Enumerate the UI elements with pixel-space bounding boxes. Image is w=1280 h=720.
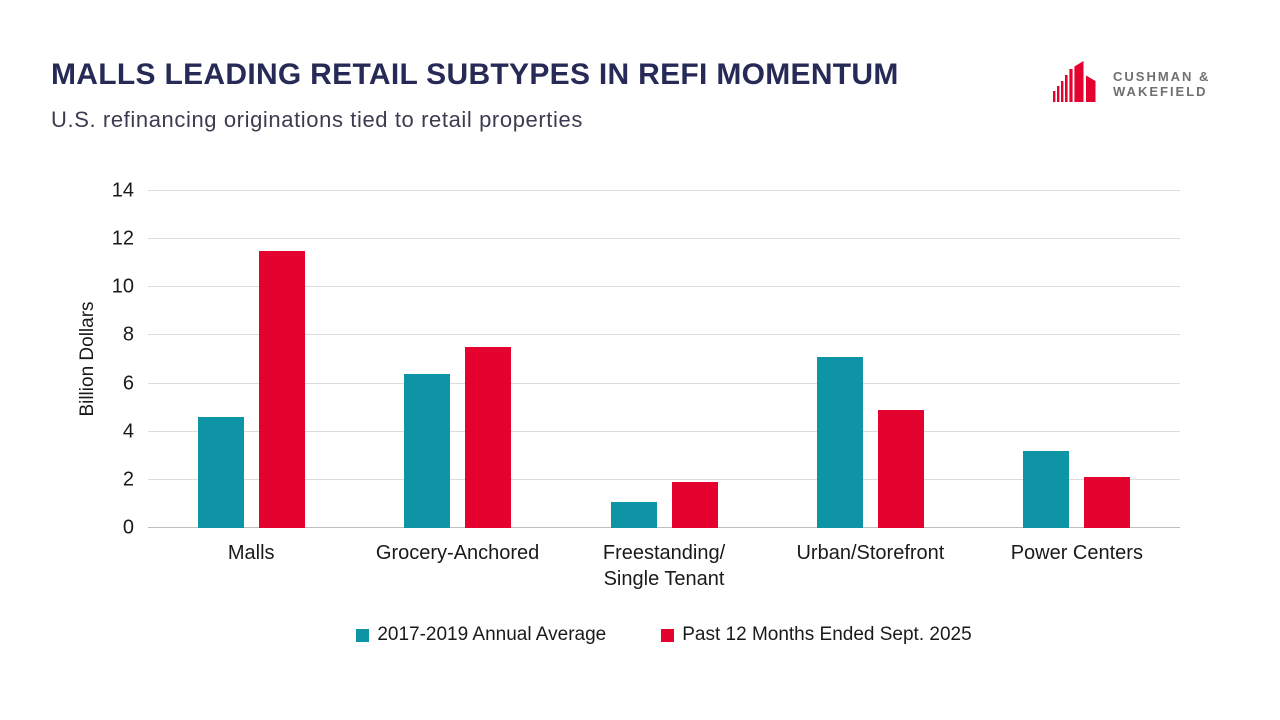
bar-group-3 <box>767 191 973 528</box>
x-label-category4: Power Centers <box>1010 542 1143 564</box>
legend-label-series2: Past 12 Months Ended Sept. 2025 <box>682 624 972 645</box>
y-axis-title: Billion Dollars <box>77 301 98 417</box>
legend-swatch-icon-series1 <box>356 628 370 642</box>
y-tick-label-12: 12 <box>111 227 134 250</box>
company-logo: CUSHMAN & WAKEFIELD <box>1053 60 1210 107</box>
y-tick-label-4: 4 <box>122 420 134 443</box>
cushman-wakefield-building-icon <box>1053 60 1103 107</box>
bar-group-1 <box>354 191 560 528</box>
bar-series2-category4 <box>1084 477 1131 528</box>
bar-groups <box>148 191 1180 528</box>
x-label-category0: Malls <box>227 542 275 564</box>
bar-series2-category0 <box>258 251 305 528</box>
y-tick-label-10: 10 <box>111 275 134 298</box>
y-tick-label-0: 0 <box>122 516 134 539</box>
chart-legend: 2017-2019 Annual Average Past 12 Months E… <box>148 624 1180 646</box>
x-label-category3: Urban/Storefront <box>796 542 945 564</box>
legend-label-series1: 2017-2019 Annual Average <box>377 624 607 645</box>
y-tick-label-8: 8 <box>122 323 134 346</box>
gridline-4 <box>148 430 1180 432</box>
bar-series2-category1 <box>465 347 512 528</box>
gridline-0 <box>148 527 1180 528</box>
gridline-12 <box>148 238 1180 240</box>
page-title: MALLS LEADING RETAIL SUBTYPES IN REFI MO… <box>51 58 899 91</box>
x-label-category1: Grocery-Anchored <box>375 542 540 564</box>
legend-item-series2: Past 12 Months Ended Sept. 2025 <box>661 624 972 646</box>
gridline-10 <box>148 286 1180 288</box>
bar-series1-category4 <box>1023 450 1070 528</box>
gridline-2 <box>148 478 1180 480</box>
x-label-category2: Freestanding/ Single Tenant <box>602 542 726 590</box>
gridline-6 <box>148 382 1180 384</box>
page-subtitle: U.S. refinancing originations tied to re… <box>51 107 583 132</box>
legend-swatch-icon-series2 <box>661 628 675 642</box>
gridline-8 <box>148 334 1180 336</box>
plot-area: 0 2 4 6 8 10 12 14 <box>112 180 1180 539</box>
bar-group-4 <box>974 191 1180 528</box>
bar-series1-category1 <box>404 373 451 528</box>
y-tick-label-6: 6 <box>122 372 134 395</box>
gridline-14 <box>148 190 1180 191</box>
logo-line1: CUSHMAN & <box>1113 68 1211 84</box>
legend-item-series1: 2017-2019 Annual Average <box>356 624 606 646</box>
logo-line2: WAKEFIELD <box>1113 83 1208 99</box>
x-axis-labels: Malls Grocery-Anchored Freestanding/ Singl… <box>148 540 1180 592</box>
bar-series1-category2 <box>610 501 657 528</box>
bar-series1-category3 <box>816 357 863 528</box>
bar-series2-category3 <box>877 410 924 528</box>
bar-group-2 <box>561 191 767 528</box>
bar-series2-category2 <box>671 482 718 528</box>
bar-group-0 <box>148 191 354 528</box>
y-tick-label-14: 14 <box>111 179 134 202</box>
y-tick-label-2: 2 <box>122 468 134 491</box>
bar-series1-category0 <box>197 417 244 528</box>
logo-wordmark: CUSHMAN & WAKEFIELD <box>1113 69 1210 99</box>
